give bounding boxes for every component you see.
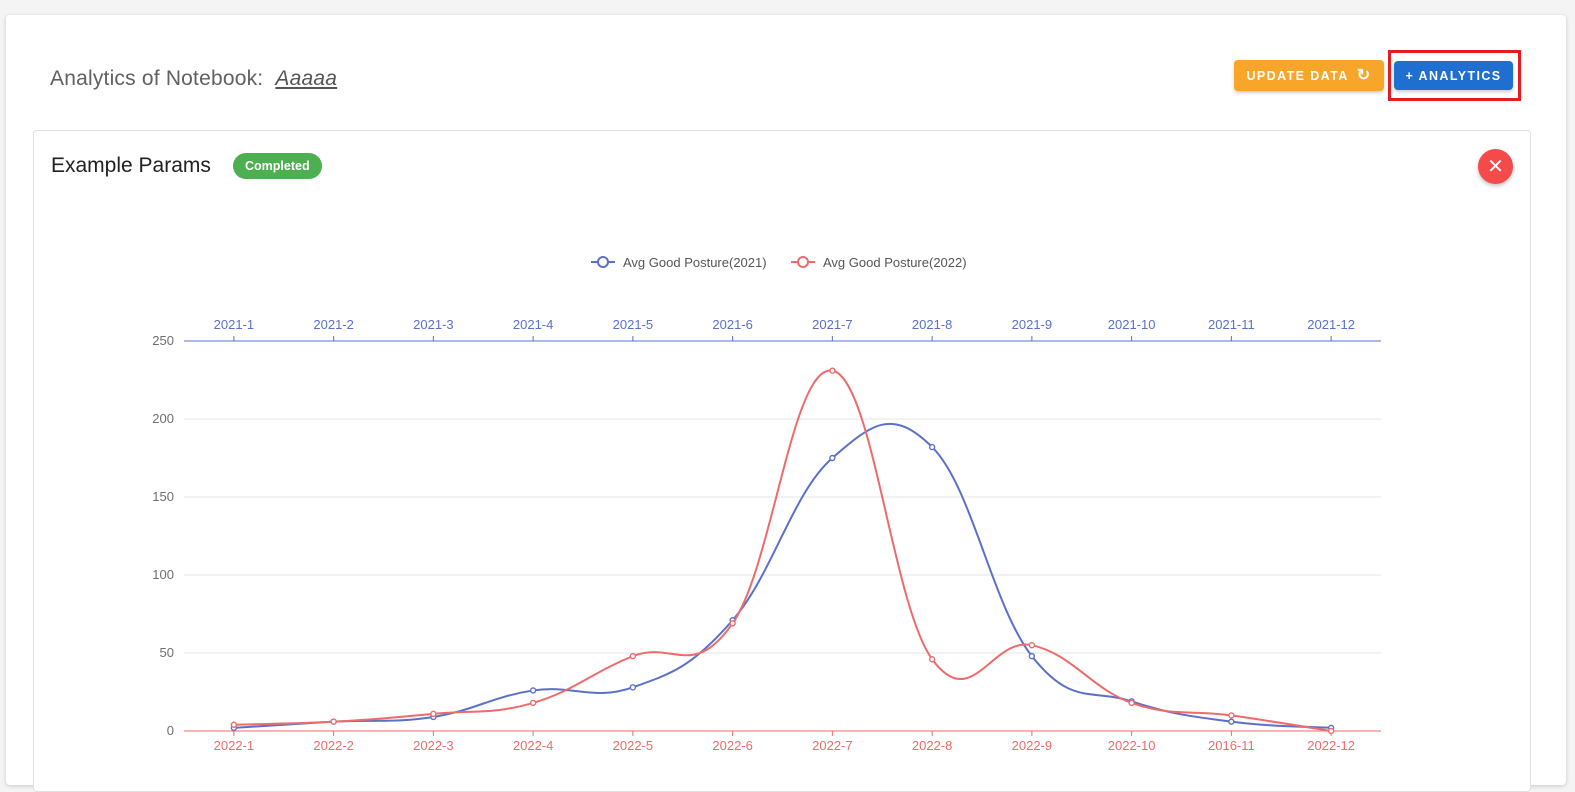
legend-label-1: Avg Good Posture(2021) [623,255,767,270]
data-point [928,443,936,451]
data-point [829,454,836,462]
legend-marker-2 [797,256,809,268]
y-tick-label: 100 [152,567,174,582]
update-data-label: UPDATE DATA [1246,68,1349,83]
bottom-x-tick-label: 2022-12 [1307,738,1355,753]
top-x-tick-label: 2021-7 [812,317,852,332]
status-badge: Completed [233,153,322,179]
top-x-tick-label: 2021-8 [912,317,952,332]
legend-marker-1 [597,256,609,268]
data-point [1228,718,1235,725]
bottom-x-tick-label: 2022-6 [712,738,752,753]
data-point [529,687,537,694]
line-chart: 0 50 100 150 200 250 2021-1 2021-2 2021-3 2021-4 2… [152,255,1381,753]
legend-label-2: Avg Good Posture(2022) [823,255,967,270]
y-tick-label: 250 [152,333,174,348]
y-tick-label: 200 [152,411,174,426]
bottom-x-tick-label: 2022-10 [1108,738,1156,753]
bottom-x-tick-label: 2022-5 [613,738,653,753]
update-data-button[interactable]: UPDATE DATA ↻ [1234,60,1384,91]
bottom-x-tick-label: 2022-1 [214,738,254,753]
close-icon[interactable]: ✕ [1478,149,1513,184]
top-x-tick-label: 2021-2 [313,317,353,332]
bottom-x-tick-label: 2022-9 [1012,738,1052,753]
data-point [1028,642,1036,649]
add-analytics-button[interactable]: + ANALYTICS [1394,61,1513,90]
top-x-tick-label: 2021-9 [1012,317,1052,332]
bottom-x-tick-label: 2016-11 [1208,738,1255,753]
top-x-tick-label: 2021-12 [1307,317,1355,332]
data-point [629,652,637,660]
top-x-tick-label: 2021-4 [513,317,553,332]
y-tick-label: 50 [160,645,174,660]
analytics-panel: Analytics of Notebook: Aaaaa UPDATE DATA… [6,15,1566,792]
top-x-tick-label: 2021-5 [613,317,653,332]
data-point [1028,652,1036,660]
data-point [1128,699,1135,707]
series-line-2 [233,369,1332,732]
data-point [729,620,736,627]
top-x-tick-label: 2021-1 [214,317,254,332]
data-point [1327,727,1335,735]
page-title: Analytics of Notebook: Aaaaa [50,67,337,91]
bottom-x-tick-label: 2022-3 [413,738,453,753]
card-title: Example Params [51,154,211,177]
data-point [1228,712,1235,719]
top-x-tick-label: 2021-10 [1108,317,1156,332]
refresh-icon: ↻ [1356,66,1372,84]
bottom-x-tick-label: 2022-4 [513,738,553,753]
top-x-tick-label: 2021-3 [413,317,453,332]
y-tick-label: 0 [167,723,174,738]
data-point [529,699,537,707]
data-point [829,367,836,374]
top-x-tick-label: 2021-6 [712,317,752,332]
data-point [430,710,437,718]
bottom-x-tick-label: 2022-7 [812,738,852,753]
page-title-prefix: Analytics of Notebook: [50,67,264,90]
notebook-name-link[interactable]: Aaaaa [275,67,338,90]
data-point [928,656,936,663]
top-x-tick-label: 2021-11 [1208,317,1255,332]
y-tick-label: 150 [152,489,174,504]
bottom-x-tick-label: 2022-2 [313,738,353,753]
data-point [629,684,637,691]
analytics-card: Example Params Completed ✕ 0 50 100 150 200 2… [33,130,1531,792]
data-point [330,718,337,725]
bottom-x-tick-label: 2022-8 [912,738,952,753]
data-point [230,721,238,728]
